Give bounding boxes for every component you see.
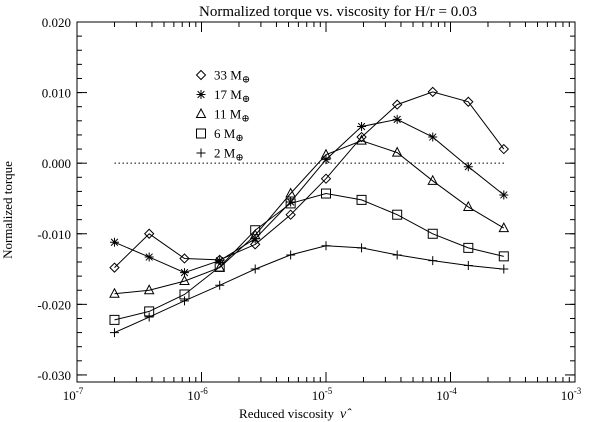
series-17m: [109, 114, 509, 278]
x-axis-label: Reduced viscosity: [239, 406, 334, 421]
data-point-33m: [427, 86, 438, 98]
data-point-2m: [109, 328, 119, 338]
series-2m: [109, 241, 509, 338]
legend: 33 M⊕17 M⊕ 11 M⊕6 M⊕ 2 M⊕: [195, 68, 250, 164]
data-point-33m: [179, 253, 190, 264]
data-point-33m: [356, 131, 367, 143]
data-point-6m: [392, 209, 403, 220]
data-point-17m: [286, 197, 296, 207]
x-tick-label: 10-5: [312, 386, 333, 403]
data-point-2m: [250, 264, 260, 274]
legend-marker-33m: [195, 69, 207, 81]
x-axis-label-group: Reduced viscosity ν̂: [239, 406, 352, 422]
data-series: [109, 86, 510, 338]
data-point-11m: [498, 222, 510, 233]
data-point-17m: [392, 114, 402, 124]
data-point-11m: [462, 200, 474, 211]
data-point-33m: [143, 228, 155, 239]
axes: 10-7 10-6 10-5 10-4 10-3 -0.030 -0.020 -0.010 0.…: [37, 15, 581, 403]
data-point-33m: [249, 239, 261, 250]
data-point-6m: [463, 242, 474, 253]
y-tick-label: 0.010: [42, 86, 71, 101]
data-point-17m: [463, 162, 473, 172]
legend-label-33m: 33 M⊕: [214, 68, 250, 86]
y-tick-label: -0.020: [37, 297, 71, 312]
data-point-6m: [285, 198, 296, 209]
data-point-11m: [427, 174, 439, 185]
data-point-17m: [499, 190, 509, 200]
legend-marker-6m: [196, 128, 206, 139]
data-point-6m: [356, 194, 367, 205]
y-tick-label: 0.020: [42, 15, 71, 30]
data-point-17m: [109, 237, 119, 247]
data-point-2m: [321, 241, 331, 251]
data-point-6m: [498, 251, 509, 262]
data-point-2m: [392, 250, 402, 260]
data-point-2m: [144, 312, 154, 322]
x-axis-label-symbol: ν̂: [340, 407, 352, 422]
y-tick-label: 0.000: [42, 156, 71, 171]
data-point-2m: [286, 250, 296, 260]
data-point-11m: [320, 148, 332, 159]
x-tick-label: 10-3: [561, 386, 582, 403]
data-point-11m: [285, 187, 296, 198]
data-point-2m: [357, 243, 367, 253]
data-point-6m: [214, 261, 225, 272]
data-point-33m: [391, 99, 403, 110]
data-point-11m: [179, 274, 190, 286]
legend-marker-11m: [195, 107, 207, 118]
x-tick-label: 10-4: [436, 386, 457, 403]
data-point-6m: [321, 188, 331, 199]
series-6m: [109, 188, 509, 325]
legend-marker-2m: [196, 148, 206, 158]
data-point-6m: [427, 228, 438, 239]
legend-label-17m: 17 M⊕: [214, 87, 250, 105]
data-point-6m: [109, 314, 120, 325]
data-point-2m: [215, 280, 225, 290]
data-point-33m: [285, 209, 296, 220]
chart-title: Normalized torque vs. viscosity for H/r …: [199, 4, 477, 20]
data-point-17m: [357, 121, 367, 131]
data-point-6m: [250, 225, 261, 236]
series-line-17m: [114, 118, 505, 274]
y-tick-label: -0.030: [37, 368, 71, 383]
series-line-2m: [114, 245, 504, 334]
data-point-11m: [356, 134, 367, 145]
series-line-33m: [114, 91, 505, 268]
data-point-33m: [498, 143, 510, 155]
legend-marker-17m: [196, 90, 206, 99]
legend-label-2m: 2 M⊕: [214, 146, 244, 164]
series-line-11m: [114, 140, 505, 295]
series-11m: [109, 134, 510, 298]
series-line-6m: [114, 192, 504, 321]
data-point-33m: [320, 173, 332, 184]
y-axis-label: Normalized torque: [0, 161, 15, 259]
data-point-17m: [321, 155, 331, 165]
data-point-17m: [428, 132, 438, 142]
y-tick-label: -0.010: [37, 227, 71, 242]
series-33m: [109, 86, 510, 273]
x-tick-label: 10-7: [63, 386, 84, 403]
data-point-11m: [391, 146, 403, 157]
data-point-33m: [109, 262, 120, 273]
data-point-17m: [179, 268, 189, 278]
data-point-17m: [215, 256, 225, 266]
data-point-2m: [428, 256, 438, 266]
plot-frame: [76, 21, 576, 383]
legend-label-11m: 11 M⊕: [214, 107, 250, 125]
data-point-11m: [143, 284, 155, 295]
x-tick-label: 10-6: [187, 386, 208, 403]
legend-label-6m: 6 M⊕: [214, 126, 244, 144]
data-point-2m: [463, 261, 473, 271]
data-point-33m: [463, 96, 474, 107]
data-point-17m: [144, 252, 154, 262]
data-point-2m: [499, 264, 509, 274]
data-point-2m: [179, 296, 189, 306]
data-point-11m: [109, 287, 120, 298]
